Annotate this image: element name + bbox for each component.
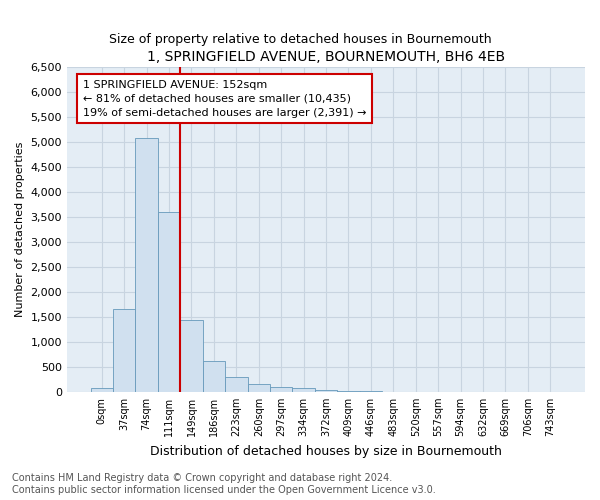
Bar	[270, 387, 292, 392]
Text: 1 SPRINGFIELD AVENUE: 152sqm
← 81% of detached houses are smaller (10,435)
19% o: 1 SPRINGFIELD AVENUE: 152sqm ← 81% of de…	[83, 80, 366, 118]
Bar	[91, 388, 113, 392]
Text: Contains HM Land Registry data © Crown copyright and database right 2024.
Contai: Contains HM Land Registry data © Crown c…	[12, 474, 436, 495]
Bar	[180, 320, 203, 392]
X-axis label: Distribution of detached houses by size in Bournemouth: Distribution of detached houses by size …	[150, 444, 502, 458]
Bar	[225, 377, 248, 392]
Bar	[203, 361, 225, 392]
Bar	[158, 212, 180, 392]
Bar	[113, 309, 136, 392]
Bar	[136, 138, 158, 392]
Bar	[315, 390, 337, 392]
Title: 1, SPRINGFIELD AVENUE, BOURNEMOUTH, BH6 4EB: 1, SPRINGFIELD AVENUE, BOURNEMOUTH, BH6 …	[147, 50, 505, 64]
Y-axis label: Number of detached properties: Number of detached properties	[15, 142, 25, 317]
Text: Size of property relative to detached houses in Bournemouth: Size of property relative to detached ho…	[109, 32, 491, 46]
Bar	[248, 384, 270, 392]
Bar	[292, 388, 315, 392]
Bar	[337, 391, 359, 392]
